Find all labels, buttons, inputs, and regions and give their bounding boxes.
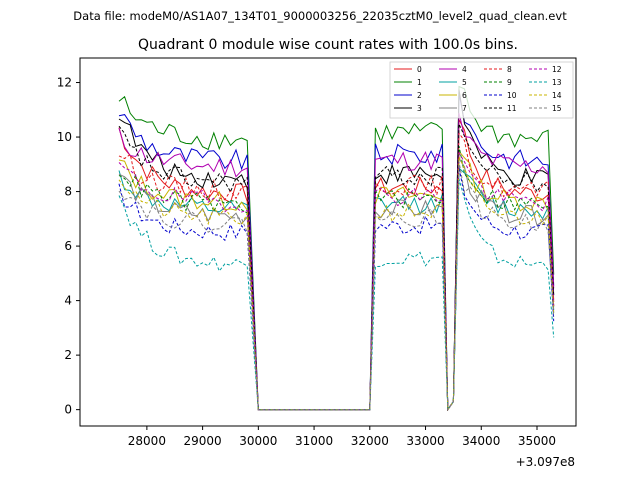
y-tick-label: 12 — [57, 76, 72, 90]
legend-label-8: 8 — [507, 65, 512, 74]
y-tick-label: 8 — [64, 185, 72, 199]
y-tick-label: 10 — [57, 130, 72, 144]
legend-label-10: 10 — [507, 91, 517, 100]
x-offset-label: +3.097e8 — [516, 455, 575, 469]
series-line-3 — [118, 89, 555, 412]
series-line-5 — [118, 167, 555, 412]
legend-label-2: 2 — [417, 91, 422, 100]
legend-label-11: 11 — [507, 104, 517, 113]
legend-frame — [389, 61, 574, 119]
x-tick-label: 34000 — [462, 434, 500, 448]
x-tick-label: 31000 — [295, 434, 333, 448]
y-tick-label: 6 — [64, 239, 72, 253]
series-line-4 — [118, 112, 555, 412]
chart-title: Quadrant 0 module wise count rates with … — [138, 37, 518, 53]
legend-label-1: 1 — [417, 78, 422, 87]
x-tick-label: 35000 — [518, 434, 556, 448]
legend-label-6: 6 — [462, 91, 467, 100]
legend-label-9: 9 — [507, 78, 512, 87]
y-tick-label: 2 — [64, 348, 72, 362]
series-line-12 — [118, 151, 555, 412]
series-line-13 — [118, 178, 555, 412]
series-line-10 — [118, 167, 555, 412]
series-line-1 — [118, 85, 555, 412]
y-axis: 0 2 4 6 8 10 12 — [57, 76, 80, 417]
legend-label-5: 5 — [462, 78, 467, 87]
data-file-label: Data file: modeM0/AS1A07_134T01_90000032… — [73, 9, 567, 23]
series-line-14 — [118, 156, 555, 412]
legend-label-4: 4 — [462, 65, 467, 74]
y-tick-label: 4 — [64, 294, 72, 308]
legend-label-7: 7 — [462, 104, 467, 113]
legend-label-0: 0 — [417, 65, 422, 74]
plot-lines — [118, 85, 555, 412]
series-line-11 — [118, 123, 555, 412]
series-line-9 — [118, 146, 555, 412]
x-tick-label: 32000 — [351, 434, 389, 448]
legend-label-3: 3 — [417, 104, 422, 113]
plot-frame — [79, 57, 577, 427]
x-axis: 28000 29000 30000 31000 32000 33000 34000 35000 — [128, 426, 556, 448]
legend-label-14: 14 — [552, 91, 562, 100]
series-line-7 — [118, 156, 555, 412]
x-tick-label: 30000 — [239, 434, 277, 448]
y-tick-label: 0 — [64, 403, 72, 417]
x-tick-label: 28000 — [128, 434, 166, 448]
series-line-0 — [118, 119, 555, 412]
legend-label-13: 13 — [552, 78, 562, 87]
x-tick-label: 29000 — [184, 434, 222, 448]
legend-label-12: 12 — [552, 65, 562, 74]
x-tick-label: 33000 — [406, 434, 444, 448]
legend-label-15: 15 — [552, 104, 562, 113]
